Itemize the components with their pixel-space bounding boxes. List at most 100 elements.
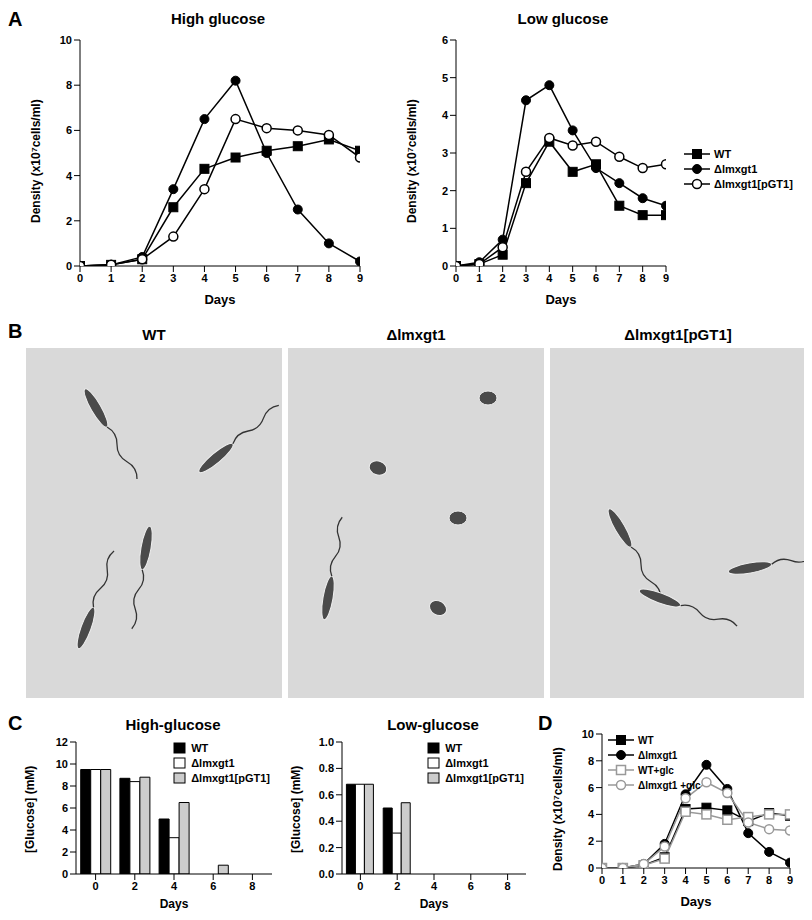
svg-text:[Glucose] (mM): [Glucose] (mM) xyxy=(23,766,37,853)
svg-text:0.6: 0.6 xyxy=(319,789,334,801)
svg-text:2: 2 xyxy=(394,880,400,892)
svg-text:10: 10 xyxy=(60,34,72,46)
svg-text:3: 3 xyxy=(170,272,176,284)
svg-text:0: 0 xyxy=(588,862,594,874)
html-text:Δlmxgt1[pGT1]: Δlmxgt1[pGT1] xyxy=(191,772,270,784)
svg-text:2: 2 xyxy=(641,874,647,886)
svg-text:2: 2 xyxy=(66,215,72,227)
svg-text:Days: Days xyxy=(204,292,235,307)
svg-text:3: 3 xyxy=(662,874,668,886)
svg-text:1: 1 xyxy=(476,272,482,284)
svg-text:8: 8 xyxy=(326,272,332,284)
svg-text:5: 5 xyxy=(570,272,576,284)
svg-text:5: 5 xyxy=(442,72,448,84)
html-text:D: D xyxy=(538,712,553,734)
svg-text:1: 1 xyxy=(108,272,114,284)
html-text:B: B xyxy=(8,320,23,342)
svg-text:Days: Days xyxy=(680,894,711,909)
svg-text:Days: Days xyxy=(545,292,576,307)
svg-text:Density (x10⁷cells/ml): Density (x10⁷cells/ml) xyxy=(405,99,419,223)
svg-text:0: 0 xyxy=(66,260,72,272)
html-text:Low-glucose: Low-glucose xyxy=(387,716,479,733)
svg-text:8: 8 xyxy=(66,79,72,91)
svg-text:8: 8 xyxy=(249,880,255,892)
svg-text:4: 4 xyxy=(546,272,553,284)
svg-text:Days: Days xyxy=(160,897,189,911)
html-text:High glucose: High glucose xyxy=(170,10,266,27)
svg-text:9: 9 xyxy=(663,272,669,284)
svg-text:10: 10 xyxy=(56,758,68,770)
svg-text:5: 5 xyxy=(232,272,238,284)
svg-text:6: 6 xyxy=(593,272,599,284)
html-text:C: C xyxy=(8,712,23,734)
svg-text:12: 12 xyxy=(56,736,68,748)
svg-text:0.2: 0.2 xyxy=(319,842,334,854)
svg-text:6: 6 xyxy=(442,34,448,46)
svg-text:4: 4 xyxy=(66,170,73,182)
svg-text:2: 2 xyxy=(500,272,506,284)
html-text:Δlmxgt1: Δlmxgt1 xyxy=(386,326,446,343)
svg-text:8: 8 xyxy=(588,755,594,767)
svg-text:0: 0 xyxy=(62,868,68,880)
svg-text:8: 8 xyxy=(62,780,68,792)
svg-text:2: 2 xyxy=(132,880,138,892)
html-text:High-glucose: High-glucose xyxy=(125,716,221,733)
svg-text:4: 4 xyxy=(171,880,178,892)
svg-text:5: 5 xyxy=(703,874,709,886)
svg-text:8: 8 xyxy=(640,272,646,284)
svg-text:4: 4 xyxy=(682,874,689,886)
svg-text:6: 6 xyxy=(588,782,594,794)
html-text:Low glucose: Low glucose xyxy=(517,10,609,27)
svg-text:6: 6 xyxy=(62,802,68,814)
svg-text:7: 7 xyxy=(295,272,301,284)
svg-text:2: 2 xyxy=(442,185,448,197)
html-text:Δlmxgt1[pGT1]: Δlmxgt1[pGT1] xyxy=(624,326,732,343)
svg-text:0.0: 0.0 xyxy=(319,868,334,880)
html-text:Δlmxgt1: Δlmxgt1 xyxy=(714,162,758,175)
svg-text:2: 2 xyxy=(588,835,594,847)
svg-text:3: 3 xyxy=(523,272,529,284)
html-text:WT: WT xyxy=(142,326,166,343)
svg-text:[Glucose] (mM): [Glucose] (mM) xyxy=(289,766,303,853)
svg-text:Density (x10⁷cells/ml): Density (x10⁷cells/ml) xyxy=(29,99,43,223)
svg-text:1.0: 1.0 xyxy=(319,736,334,748)
svg-text:4: 4 xyxy=(62,824,69,836)
svg-text:8: 8 xyxy=(505,880,511,892)
html-text:Δlmxgt1: Δlmxgt1 xyxy=(191,757,235,769)
svg-text:4: 4 xyxy=(442,109,449,121)
svg-text:0: 0 xyxy=(442,260,448,272)
svg-text:6: 6 xyxy=(66,124,72,136)
svg-text:7: 7 xyxy=(616,272,622,284)
html-text:WT: WT xyxy=(191,742,209,754)
svg-text:6: 6 xyxy=(468,880,474,892)
svg-text:4: 4 xyxy=(431,880,438,892)
html-text:WT: WT xyxy=(445,742,463,754)
svg-text:6: 6 xyxy=(264,272,270,284)
svg-text:6: 6 xyxy=(724,874,730,886)
svg-text:1: 1 xyxy=(620,874,626,886)
svg-text:10: 10 xyxy=(582,728,594,740)
svg-text:0.4: 0.4 xyxy=(319,815,335,827)
html-text:Δlmxgt1[pGT1]: Δlmxgt1[pGT1] xyxy=(714,177,793,190)
svg-text:0.8: 0.8 xyxy=(319,762,334,774)
svg-text:9: 9 xyxy=(787,874,793,886)
html-text:WT: WT xyxy=(714,147,732,160)
svg-text:0: 0 xyxy=(453,272,459,284)
svg-text:2: 2 xyxy=(62,846,68,858)
svg-text:Days: Days xyxy=(420,897,449,911)
svg-text:0: 0 xyxy=(93,880,99,892)
svg-text:7: 7 xyxy=(745,874,751,886)
svg-text:2: 2 xyxy=(139,272,145,284)
svg-text:3: 3 xyxy=(442,147,448,159)
svg-text:Density (x10⁷cells/ml): Density (x10⁷cells/ml) xyxy=(551,747,565,871)
svg-text:8: 8 xyxy=(766,874,772,886)
svg-text:1: 1 xyxy=(442,222,448,234)
svg-text:0: 0 xyxy=(77,272,83,284)
svg-text:0: 0 xyxy=(357,880,363,892)
svg-text:6: 6 xyxy=(210,880,216,892)
svg-text:0: 0 xyxy=(599,874,605,886)
svg-text:4: 4 xyxy=(201,272,208,284)
svg-text:9: 9 xyxy=(357,272,363,284)
svg-text:4: 4 xyxy=(588,808,595,820)
html-text:A: A xyxy=(8,8,23,30)
